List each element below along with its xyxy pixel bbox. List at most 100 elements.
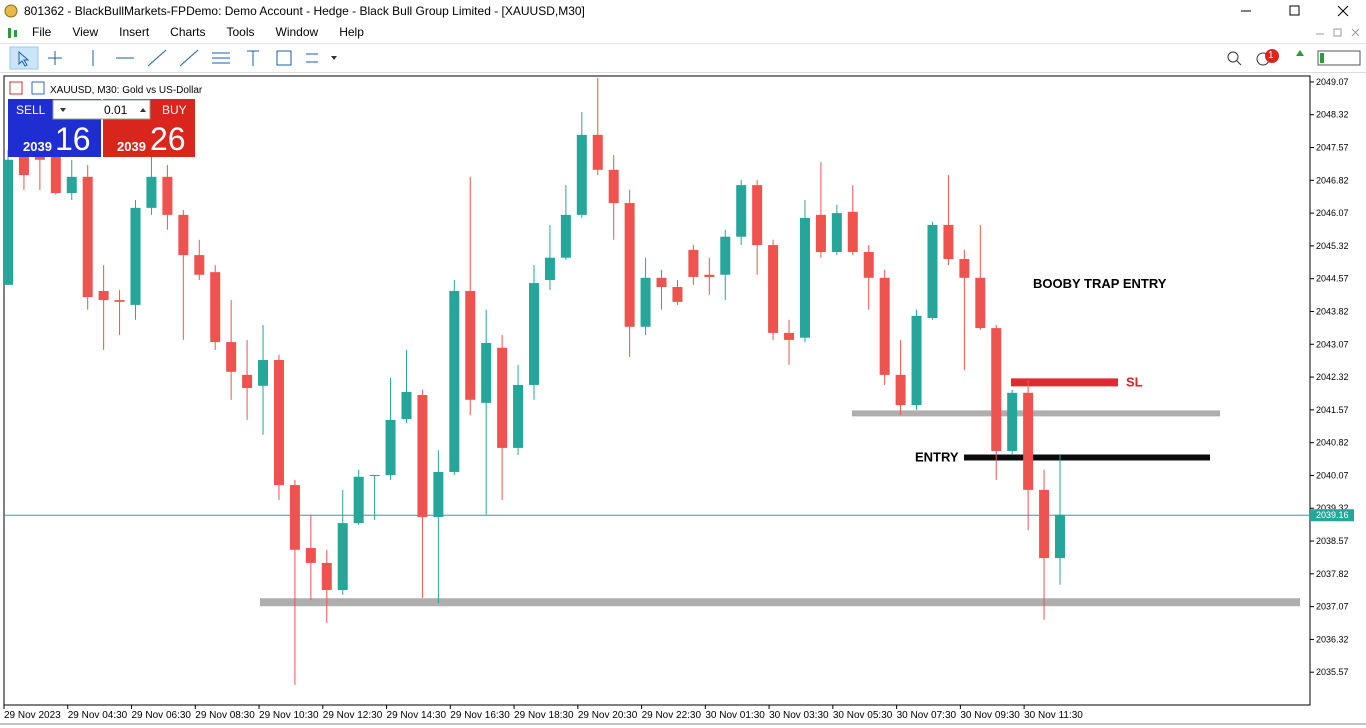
candle-body: [321, 562, 332, 591]
candle-body: [178, 214, 189, 256]
buy-price-big: 26: [150, 121, 186, 157]
candle-body: [736, 185, 747, 237]
candle-body: [18, 140, 29, 176]
plot-frame: [3, 75, 1311, 706]
candle-body: [3, 159, 13, 285]
candle-body: [608, 169, 619, 204]
candle-body: [353, 476, 364, 524]
y-tick-label: 2042.32: [1316, 372, 1349, 382]
y-tick-label: 2044.57: [1316, 274, 1349, 284]
menu-item[interactable]: Help: [339, 25, 364, 39]
candle-body: [704, 274, 715, 277]
menu-item[interactable]: View: [72, 25, 99, 39]
candle-body: [959, 259, 970, 278]
candle-body: [640, 277, 651, 327]
candle-body: [720, 236, 731, 275]
menu-item[interactable]: Insert: [119, 25, 150, 39]
x-tick-label: 29 Nov 10:30: [259, 710, 319, 721]
x-tick-label: 29 Nov 2023: [4, 710, 61, 721]
lot-size[interactable]: 0.01: [104, 103, 128, 117]
toolbar-icons[interactable]: [0, 44, 1366, 72]
x-tick-label: 30 Nov 01:30: [705, 710, 765, 721]
candle-body: [592, 134, 603, 170]
candle-body: [847, 211, 858, 253]
menu-item[interactable]: File: [32, 25, 52, 39]
candle-body: [831, 213, 842, 253]
buy-price-small: 2039: [117, 139, 146, 154]
x-tick-label: 30 Nov 11:30: [1024, 710, 1083, 721]
child-controls[interactable]: [1306, 22, 1366, 43]
x-tick-label: 29 Nov 20:30: [578, 710, 638, 721]
line-label: SL: [1126, 374, 1143, 389]
candle-body: [481, 342, 492, 403]
toolbar: 1: [0, 44, 1366, 73]
candle-body: [927, 224, 938, 319]
x-tick-label: 30 Nov 07:30: [897, 710, 957, 721]
candle-body: [688, 249, 699, 277]
tab-icon: [31, 81, 45, 95]
candle-body: [497, 347, 508, 448]
candle-body: [560, 214, 571, 258]
y-tick-label: 2036.32: [1316, 634, 1349, 644]
tab-icon: [9, 81, 23, 95]
y-tick-label: 2035.57: [1316, 667, 1349, 677]
x-tick-label: 29 Nov 22:30: [642, 710, 702, 721]
sell-price-big: 16: [55, 121, 91, 157]
annotation: BOOBY TRAP ENTRY: [1033, 276, 1167, 291]
candle-body: [672, 287, 683, 302]
candle-body: [226, 342, 237, 372]
y-tick-label: 2043.82: [1316, 306, 1349, 316]
y-tick-label: 2043.07: [1316, 339, 1349, 349]
candle-body: [449, 290, 460, 472]
x-tick-label: 29 Nov 14:30: [387, 710, 447, 721]
y-tick-label: 2046.82: [1316, 175, 1349, 185]
candle-body: [784, 332, 795, 340]
candle-body: [162, 176, 173, 215]
candle-body: [465, 290, 476, 400]
candle-body: [1023, 392, 1034, 490]
candle-body: [895, 374, 906, 406]
menu-bar: File View Insert Charts Tools Window Help: [0, 22, 1366, 44]
chart-icon: [8, 28, 17, 38]
candle-body: [194, 255, 205, 275]
candle-body: [1007, 392, 1018, 451]
title-bar: 801362 - BlackBullMarkets-FPDemo: Demo A…: [0, 0, 1366, 22]
x-tick-label: 29 Nov 08:30: [195, 710, 255, 721]
x-tick-label: 30 Nov 09:30: [960, 710, 1020, 721]
candle-body: [975, 277, 986, 329]
candle-body: [752, 185, 763, 246]
candle-body: [544, 257, 555, 281]
y-tick-label: 2038.57: [1316, 536, 1349, 546]
candle-body: [863, 252, 874, 278]
notification-badge[interactable]: [1265, 49, 1279, 63]
candle-body: [98, 290, 109, 301]
candle-body: [130, 207, 141, 305]
menu-item[interactable]: Tools: [226, 25, 255, 39]
candle-body: [337, 523, 348, 591]
line-label: ENTRY: [915, 450, 959, 465]
last-price-box: [1310, 509, 1354, 522]
chart: XAUUSD, M30: Gold vs US-Dollar 2049.07 204…: [0, 75, 1366, 725]
candle-body: [114, 300, 125, 302]
candle-body: [242, 374, 253, 389]
sell-button[interactable]: SELL: [16, 103, 46, 117]
menu-item[interactable]: Charts: [170, 25, 206, 39]
candle-body: [879, 277, 890, 375]
x-tick-label: 29 Nov 06:30: [132, 710, 192, 721]
candle-body: [911, 315, 922, 406]
x-tick-label: 29 Nov 04:30: [68, 710, 128, 721]
candle-body: [401, 391, 412, 420]
candle-body: [50, 154, 61, 193]
x-tick-label: 29 Nov 18:30: [514, 710, 574, 721]
y-tick-label: 2046.07: [1316, 208, 1349, 218]
window-controls[interactable]: [1226, 0, 1366, 22]
app-icon: [4, 4, 18, 18]
window-title: 801362 - BlackBullMarkets-FPDemo: Demo A…: [24, 4, 585, 18]
candle-body: [768, 245, 779, 333]
y-tick-label: 2037.07: [1316, 602, 1349, 612]
buy-button[interactable]: BUY: [162, 103, 187, 117]
candle-body: [258, 360, 269, 386]
menu-item[interactable]: Window: [275, 25, 319, 39]
candle-body: [1039, 489, 1050, 559]
